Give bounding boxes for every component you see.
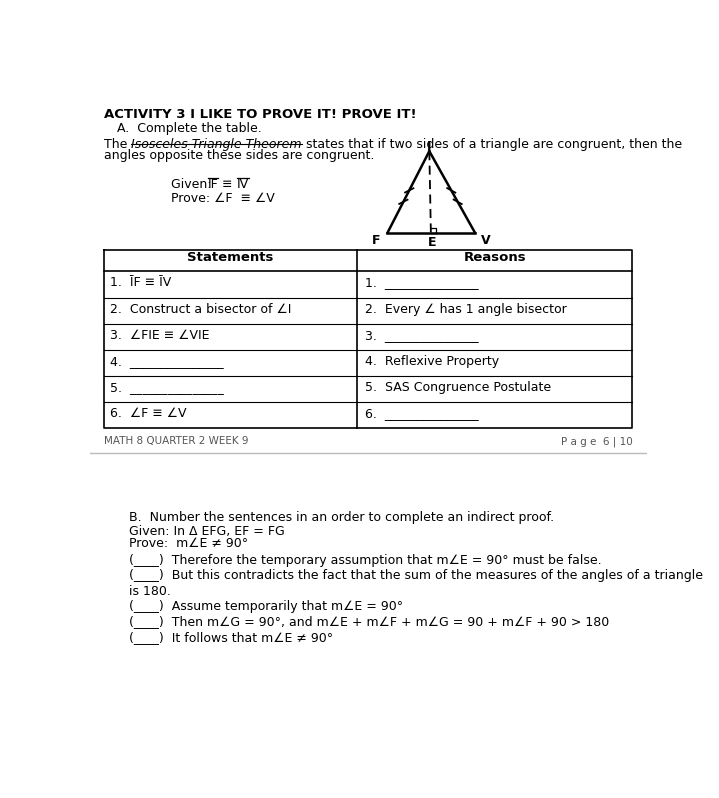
Text: 2.  Every ∠ has 1 angle bisector: 2. Every ∠ has 1 angle bisector xyxy=(365,302,567,315)
Text: 5.  SAS Congruence Postulate: 5. SAS Congruence Postulate xyxy=(365,381,551,394)
Text: The: The xyxy=(104,138,131,151)
Text: ACTIVITY 3 I LIKE TO PROVE IT! PROVE IT!: ACTIVITY 3 I LIKE TO PROVE IT! PROVE IT! xyxy=(104,108,416,121)
Text: Statements: Statements xyxy=(188,251,274,264)
Text: (____)  But this contradicts the fact that the sum of the measures of the angles: (____) But this contradicts the fact tha… xyxy=(129,569,702,583)
Text: angles opposite these sides are congruent.: angles opposite these sides are congruen… xyxy=(104,149,374,162)
Text: ≡: ≡ xyxy=(219,178,237,192)
Text: Given: In Δ EFG, EF = FG: Given: In Δ EFG, EF = FG xyxy=(129,524,285,538)
Text: A.  Complete the table.: A. Complete the table. xyxy=(117,122,262,135)
Text: 1.  _______________: 1. _______________ xyxy=(365,276,479,290)
Text: I: I xyxy=(427,140,431,153)
Text: (____)  Then m∠G = 90°, and m∠E + m∠F + m∠G = 90 + m∠F + 90 > 180: (____) Then m∠G = 90°, and m∠E + m∠F + m… xyxy=(129,615,609,629)
Text: (____)  Therefore the temporary assumption that m∠E = 90° must be false.: (____) Therefore the temporary assumptio… xyxy=(129,554,601,567)
Text: MATH 8 QUARTER 2 WEEK 9: MATH 8 QUARTER 2 WEEK 9 xyxy=(104,436,248,446)
Text: is 180.: is 180. xyxy=(129,585,170,598)
Text: P a g e  6 | 10: P a g e 6 | 10 xyxy=(561,436,633,447)
Text: 2.  Construct a bisector of ∠I: 2. Construct a bisector of ∠I xyxy=(110,302,291,315)
Text: V: V xyxy=(481,235,490,247)
Text: 3.  _______________: 3. _______________ xyxy=(365,329,479,342)
Text: 1.  ĪF ≡ ĪV: 1. ĪF ≡ ĪV xyxy=(110,276,171,290)
Text: 3.  ∠FIE ≡ ∠VIE: 3. ∠FIE ≡ ∠VIE xyxy=(110,329,209,342)
Text: 6.  _______________: 6. _______________ xyxy=(365,407,479,421)
Text: E: E xyxy=(429,236,436,249)
Text: Reasons: Reasons xyxy=(464,251,526,264)
Text: 5.  _______________: 5. _______________ xyxy=(110,381,224,394)
Text: B.  Number the sentences in an order to complete an indirect proof.: B. Number the sentences in an order to c… xyxy=(129,511,554,523)
Text: 6.  ∠F ≡ ∠V: 6. ∠F ≡ ∠V xyxy=(110,407,186,421)
Text: Prove: ∠F  ≡ ∠V: Prove: ∠F ≡ ∠V xyxy=(171,192,275,205)
Text: states that if two sides of a triangle are congruent, then the: states that if two sides of a triangle a… xyxy=(302,138,682,151)
Text: (____)  It follows that m∠E ≠ 90°: (____) It follows that m∠E ≠ 90° xyxy=(129,631,333,644)
Text: IV: IV xyxy=(237,178,249,192)
Text: 4.  _______________: 4. _______________ xyxy=(110,355,224,368)
Text: Prove:  m∠E ≠ 90°: Prove: m∠E ≠ 90° xyxy=(129,537,248,550)
Text: Given:: Given: xyxy=(171,178,216,192)
Text: F: F xyxy=(372,235,380,247)
Text: Isosceles Triangle Theorem: Isosceles Triangle Theorem xyxy=(131,138,302,151)
Text: IF: IF xyxy=(208,178,219,192)
Text: (____)  Assume temporarily that m∠E = 90°: (____) Assume temporarily that m∠E = 90° xyxy=(129,600,403,613)
Text: 4.  Reflexive Property: 4. Reflexive Property xyxy=(365,355,499,368)
